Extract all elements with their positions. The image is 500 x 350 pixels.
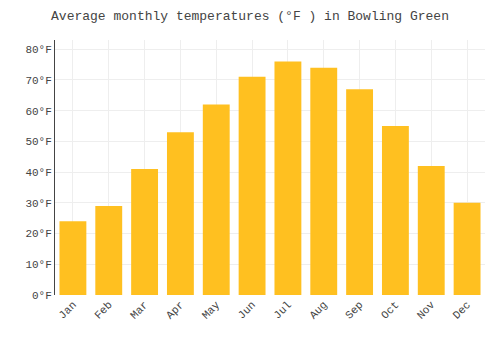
- svg-text:60°F: 60°F: [25, 106, 51, 118]
- svg-text:10°F: 10°F: [25, 259, 51, 271]
- svg-text:Nov: Nov: [415, 299, 438, 322]
- svg-text:40°F: 40°F: [25, 167, 51, 179]
- svg-text:Dec: Dec: [451, 299, 473, 321]
- svg-text:Sep: Sep: [343, 299, 365, 321]
- svg-text:0°F: 0°F: [32, 290, 52, 302]
- svg-text:70°F: 70°F: [25, 75, 51, 87]
- svg-text:Feb: Feb: [92, 299, 114, 321]
- svg-text:Average monthly temperatures (: Average monthly temperatures (°F ) in Bo…: [51, 9, 449, 24]
- svg-text:May: May: [200, 299, 223, 322]
- svg-text:Aug: Aug: [307, 299, 329, 321]
- svg-text:Jun: Jun: [236, 299, 258, 321]
- svg-text:Jan: Jan: [56, 299, 78, 321]
- svg-text:50°F: 50°F: [25, 136, 51, 148]
- svg-text:20°F: 20°F: [25, 228, 51, 240]
- svg-text:Mar: Mar: [128, 299, 150, 321]
- svg-text:Jul: Jul: [271, 299, 293, 321]
- svg-text:30°F: 30°F: [25, 198, 51, 210]
- svg-text:Apr: Apr: [164, 299, 186, 321]
- svg-text:80°F: 80°F: [25, 44, 51, 56]
- svg-text:Oct: Oct: [379, 299, 401, 321]
